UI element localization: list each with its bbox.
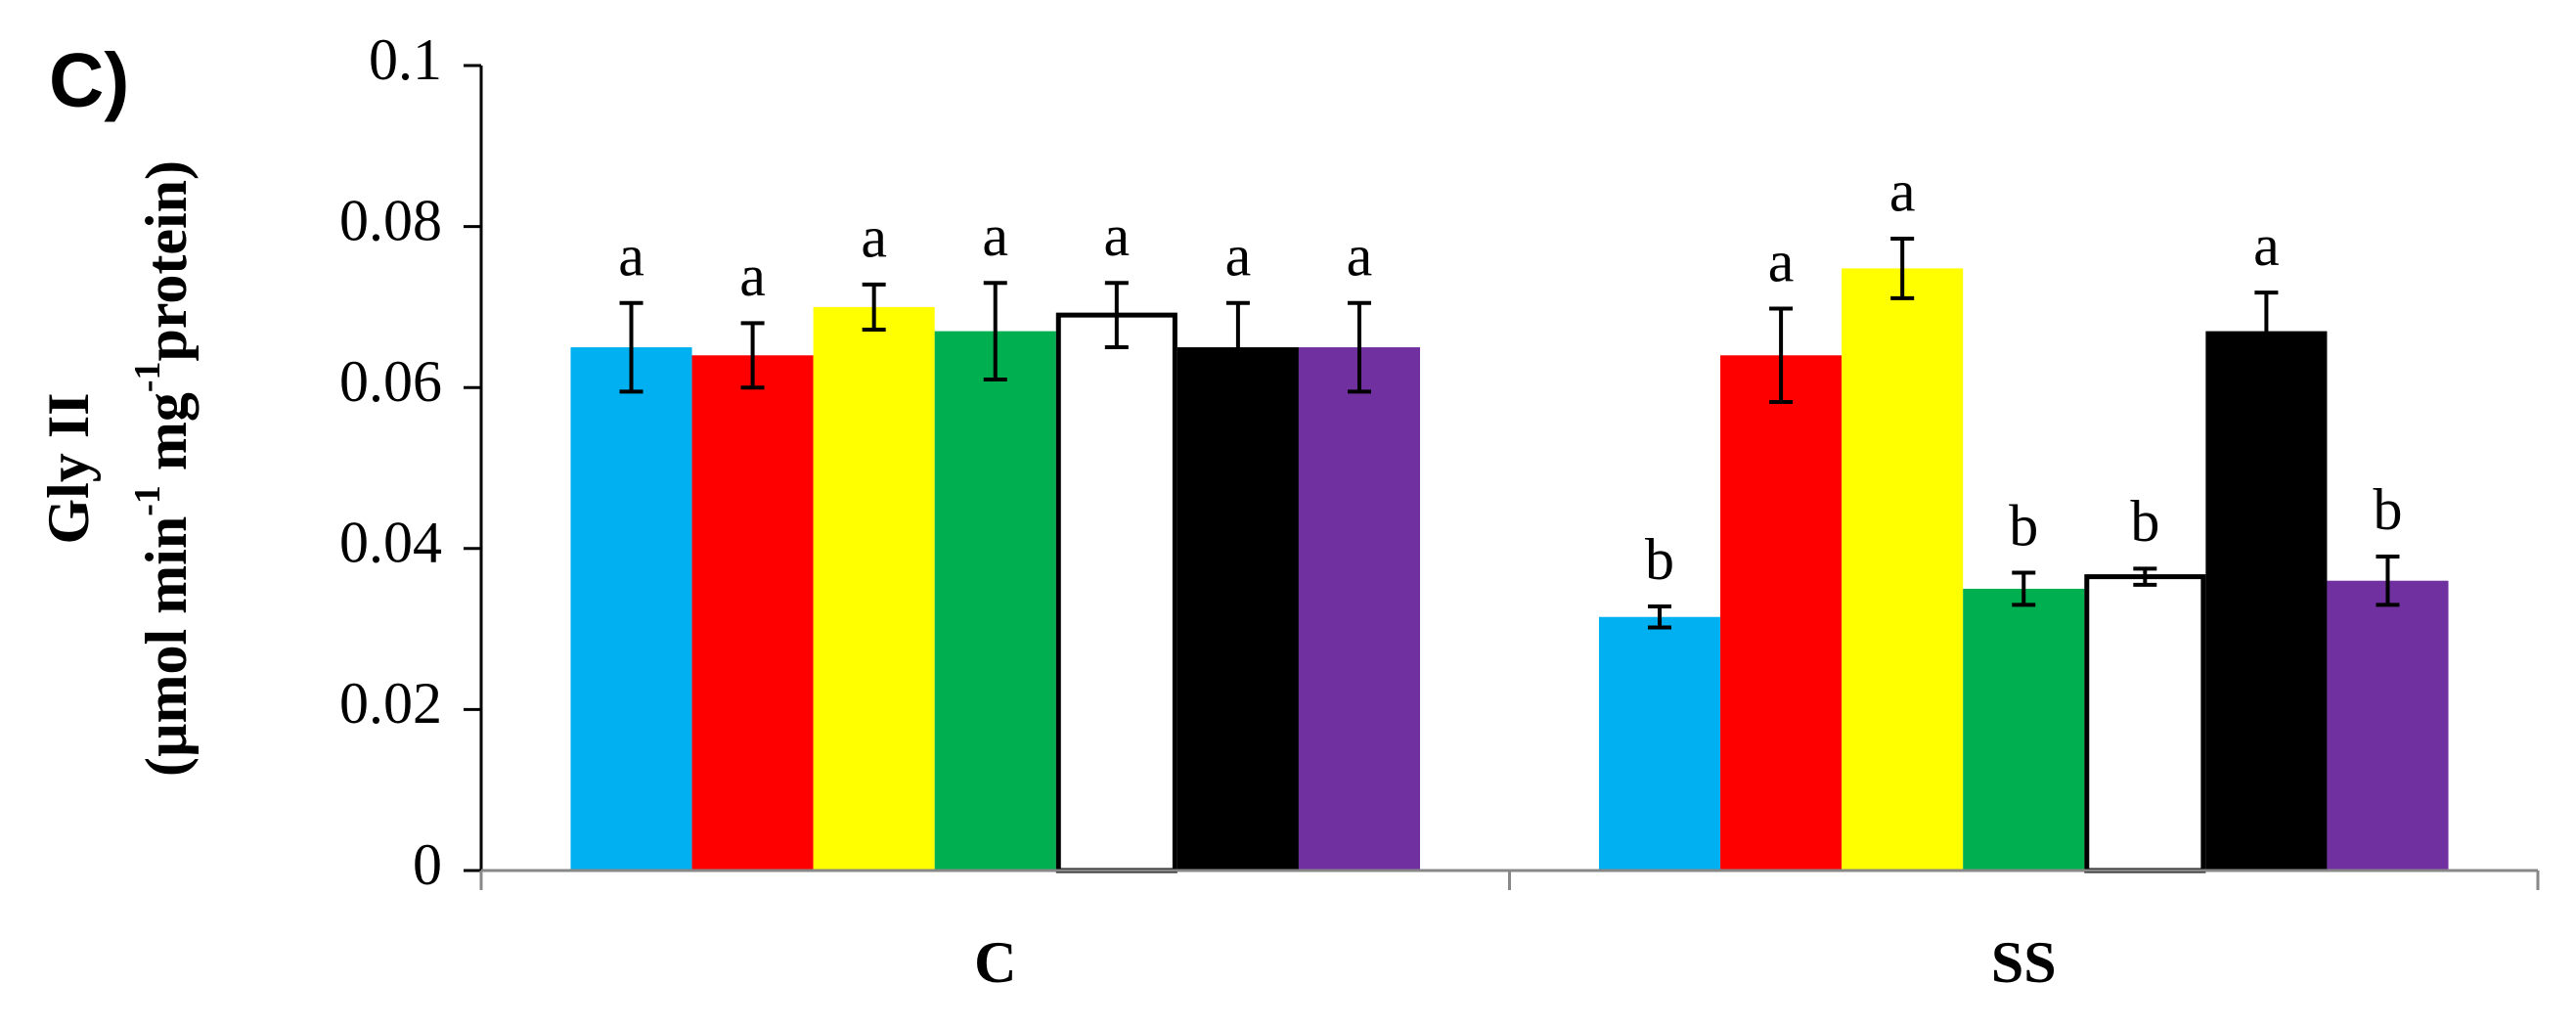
- error-bar: [1648, 604, 1672, 630]
- error-bar: [983, 281, 1007, 381]
- bar: [1055, 312, 1177, 873]
- y-tick-label: 0.08: [339, 188, 442, 252]
- significance-letter: b: [2130, 489, 2159, 554]
- significance-letter: a: [982, 203, 1008, 268]
- significance-letter: a: [1347, 224, 1373, 289]
- significance-letter: b: [2373, 477, 2402, 542]
- bar: [934, 331, 1056, 872]
- bar: [2205, 331, 2328, 872]
- error-bar: [862, 282, 886, 332]
- significance-letter: a: [1889, 159, 1916, 224]
- error-bar: [1347, 300, 1371, 394]
- significance-letter: b: [1645, 527, 1674, 592]
- y-tick-label: 0.1: [369, 27, 442, 92]
- panel-label: C): [49, 37, 129, 123]
- x-tick-label: C: [974, 930, 1016, 995]
- error-bar: [1769, 306, 1794, 405]
- y-axis-title: Gly II: [36, 392, 101, 544]
- significance-letter: a: [739, 244, 766, 308]
- error-bar: [2133, 566, 2157, 587]
- error-bar: [1890, 236, 1915, 300]
- y-tick-label: 0.04: [339, 511, 442, 575]
- significance-letter: a: [1104, 203, 1131, 268]
- y-tick-label: 0.02: [339, 671, 442, 736]
- superscript: -1: [127, 485, 168, 516]
- error-bar: [2376, 555, 2400, 607]
- bar: [2084, 574, 2206, 873]
- significance-letter: a: [1225, 224, 1252, 289]
- significance-letter: a: [2253, 213, 2280, 278]
- error-bar: [740, 321, 765, 390]
- unit-text: (µmol min: [134, 516, 199, 777]
- bar: [1598, 616, 1721, 871]
- bar: [1720, 355, 1843, 871]
- bar: [1177, 347, 1299, 871]
- bar: [1963, 588, 2085, 871]
- bar: [691, 355, 814, 871]
- y-tick-label: 0: [413, 832, 442, 897]
- significance-letter: a: [618, 224, 644, 289]
- superscript: -1: [127, 362, 168, 393]
- bar: [570, 347, 692, 871]
- error-bar: [2254, 291, 2279, 373]
- bar: [1298, 347, 1421, 871]
- significance-letter: b: [2009, 493, 2038, 558]
- unit-text: mg: [134, 392, 199, 485]
- significance-letter: a: [1768, 229, 1795, 293]
- error-bar: [2012, 570, 2036, 607]
- bar: [1842, 268, 1964, 871]
- y-axis-unit: (µmol min-1 mg-1protein): [127, 160, 199, 777]
- bar: [2327, 580, 2449, 871]
- bar: [813, 306, 935, 871]
- x-tick-label: SS: [1991, 930, 2057, 995]
- y-tick-label: 0.06: [339, 349, 442, 414]
- error-bar: [1104, 281, 1129, 350]
- significance-letter: a: [861, 205, 887, 270]
- error-bar: [1225, 300, 1250, 394]
- unit-text: protein): [134, 160, 199, 362]
- error-bar: [619, 300, 644, 394]
